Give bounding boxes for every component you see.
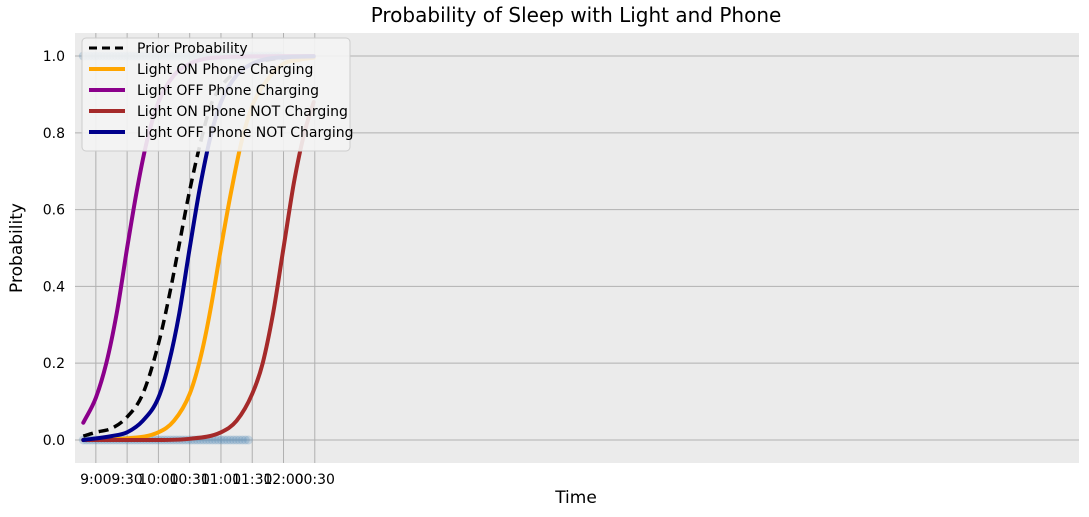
chart-title: Probability of Sleep with Light and Phon… [371,3,782,27]
x-tick-label: 10:00 [138,472,178,488]
x-tick-label: 10:30 [170,472,210,488]
legend-label: Light ON Phone Charging [137,62,313,78]
observation-awake-marker [237,435,247,445]
y-tick-label: 0.8 [43,126,65,142]
x-axis-label: Time [554,488,597,508]
legend-label: Prior Probability [137,41,248,57]
observation-awake-marker [219,435,229,445]
series-line-4 [81,100,316,443]
legend-label: Light OFF Phone Charging [137,83,319,99]
y-axis-label: Probability [7,203,27,293]
y-tick-label: 0.2 [43,356,65,372]
observation-awake-marker [216,435,226,445]
x-tick-label: 00:30 [295,472,335,488]
y-tick-label: 0.6 [43,203,65,219]
y-tick-label: 0.4 [43,279,65,295]
observation-awake-marker [222,435,232,445]
observation-awake-marker [234,435,244,445]
x-tick-label: 9:00 [80,472,111,488]
observation-awake-marker [228,435,238,445]
x-tick-label: 11:30 [232,472,272,488]
legend-label: Light OFF Phone NOT Charging [137,125,354,141]
x-tick-label: 12:00 [263,472,303,488]
observation-awake-marker [240,435,250,445]
x-tick-label: 9:30 [111,472,142,488]
observation-awake-marker [213,435,223,445]
observation-awake-marker [210,435,220,445]
x-tick-label: 11:00 [201,472,241,488]
y-tick-label: 1.0 [43,49,65,65]
y-tick-label: 0.0 [43,433,65,449]
observation-awake-marker [225,435,235,445]
observation-awake-marker [231,435,241,445]
observation-awake-marker [243,435,253,445]
legend-label: Light ON Phone NOT Charging [137,104,348,120]
legend-box [81,37,351,152]
